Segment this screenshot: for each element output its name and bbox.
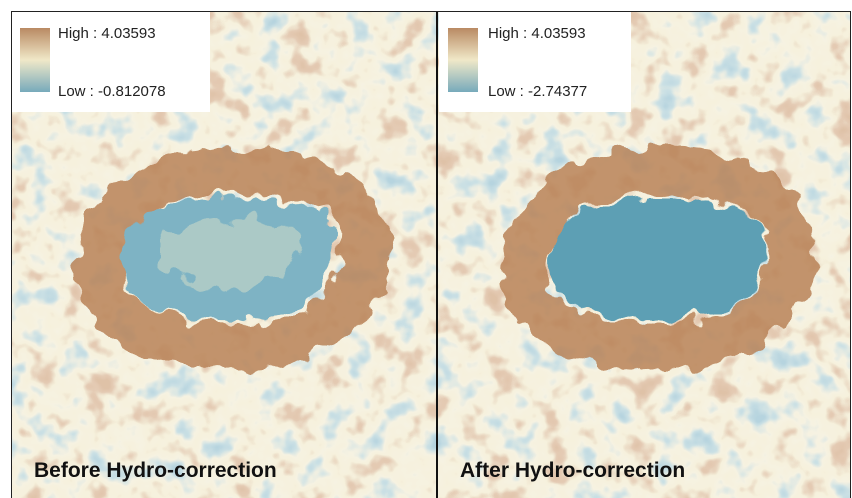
caption: After Hydro-correction: [460, 459, 685, 482]
legend-low: Low : -2.74377: [488, 83, 587, 100]
legend: High : 4.03593 Low : -2.74377: [439, 12, 631, 112]
color-ramp: [448, 28, 478, 92]
depression: [551, 198, 767, 321]
legend-high: High : 4.03593: [488, 25, 586, 42]
legend-low: Low : -0.812078: [58, 83, 166, 100]
figure: High : 4.03593 Low : -0.812078 High : 4.…: [0, 0, 852, 498]
caption: Before Hydro-correction: [34, 459, 277, 482]
color-ramp: [20, 28, 50, 92]
legend-high: High : 4.03593: [58, 25, 156, 42]
legend: High : 4.03593 Low : -0.812078: [12, 12, 210, 112]
